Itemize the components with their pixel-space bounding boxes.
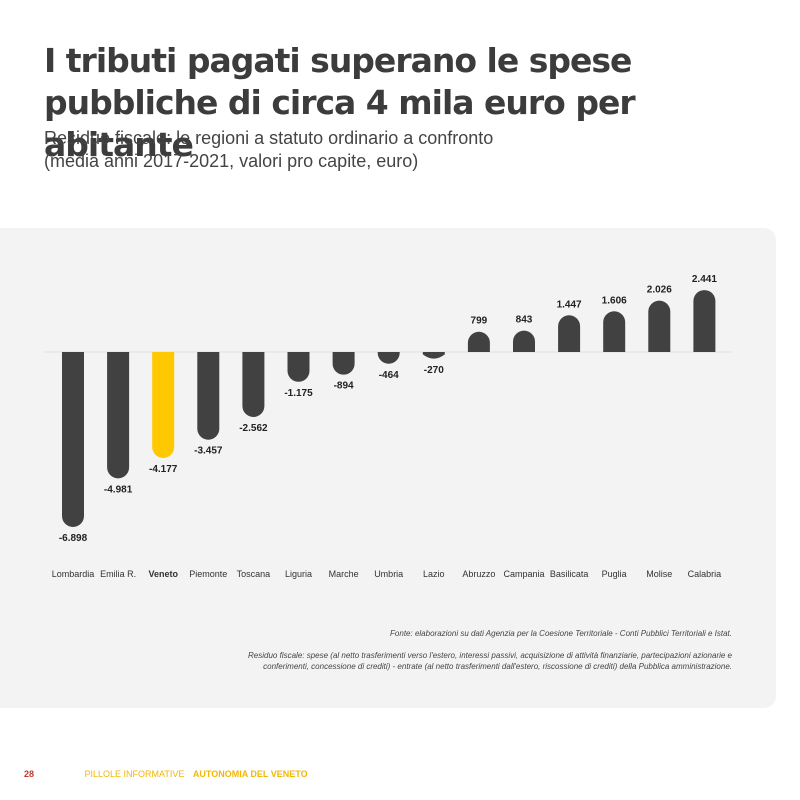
bar-puglia bbox=[603, 311, 626, 352]
chart-subtitle: Residuo fiscale: le regioni a statuto or… bbox=[44, 127, 744, 173]
category-label-molise: Molise bbox=[646, 569, 672, 579]
bar-lombardia bbox=[62, 352, 84, 527]
publication-series: PILLOLE INFORMATIVE bbox=[84, 769, 185, 779]
bar-marche bbox=[332, 352, 355, 375]
category-label-marche: Marche bbox=[329, 569, 359, 579]
category-label-veneto: Veneto bbox=[148, 569, 178, 579]
category-label-puglia: Puglia bbox=[602, 569, 627, 579]
value-label-abruzzo: 799 bbox=[471, 316, 488, 327]
page-title: I tributi pagati superano le spese pubbl… bbox=[44, 41, 636, 164]
bar-lazio bbox=[422, 352, 445, 359]
chart-panel: -6.898 Lombardia -4.981 Emilia R. -4.177 Vene… bbox=[0, 228, 776, 708]
category-label-toscana: Toscana bbox=[237, 569, 271, 579]
subtitle-line-2: (media anni 2017-2021, valori pro capite… bbox=[44, 151, 419, 171]
value-label-calabria: 2.441 bbox=[692, 274, 717, 285]
subtitle-line-1: Residuo fiscale: le regioni a statuto or… bbox=[44, 128, 494, 148]
page-footer: 28 PILLOLE INFORMATIVE AUTONOMIA DEL VEN… bbox=[24, 768, 308, 780]
value-label-basilicata: 1.447 bbox=[557, 299, 582, 310]
category-label-abruzzo: Abruzzo bbox=[462, 569, 495, 579]
bar-liguria bbox=[287, 352, 310, 382]
bar-campania bbox=[513, 330, 535, 352]
bar-calabria bbox=[693, 290, 716, 352]
value-label-molise: 2.026 bbox=[647, 285, 672, 296]
value-label-lombardia: -6.898 bbox=[59, 533, 88, 544]
value-label-emilia-r: -4.981 bbox=[104, 484, 133, 495]
value-label-puglia: 1.606 bbox=[602, 295, 627, 306]
value-label-lazio: -270 bbox=[424, 365, 444, 376]
category-label-basilicata: Basilicata bbox=[550, 569, 589, 579]
bar-basilicata bbox=[558, 315, 581, 352]
category-label-liguria: Liguria bbox=[285, 569, 312, 579]
bar-chart: -6.898 Lombardia -4.981 Emilia R. -4.177 Vene… bbox=[44, 274, 732, 579]
bar-abruzzo bbox=[467, 331, 490, 352]
page-number: 28 bbox=[24, 769, 35, 779]
category-label-piemonte: Piemonte bbox=[189, 569, 227, 579]
publication-title: AUTONOMIA DEL VENETO bbox=[192, 769, 308, 779]
category-label-emilia-r: Emilia R. bbox=[100, 569, 136, 579]
category-label-calabria: Calabria bbox=[688, 569, 722, 579]
value-label-veneto: -4.177 bbox=[149, 464, 178, 475]
bar-veneto bbox=[152, 352, 175, 458]
bar-emilia-r bbox=[107, 352, 130, 479]
value-label-campania: 843 bbox=[516, 315, 533, 326]
bar-piemonte bbox=[197, 352, 220, 440]
category-label-lazio: Lazio bbox=[423, 569, 445, 579]
value-label-marche: -894 bbox=[334, 381, 354, 392]
category-label-campania: Campania bbox=[503, 569, 544, 579]
value-label-piemonte: -3.457 bbox=[194, 446, 223, 457]
bar-umbria bbox=[377, 352, 400, 364]
category-label-umbria: Umbria bbox=[374, 569, 403, 579]
value-label-umbria: -464 bbox=[379, 370, 399, 381]
source-note: Fonte: elaborazioni su dati Agenzia per … bbox=[390, 629, 732, 638]
value-label-toscana: -2.562 bbox=[239, 423, 268, 434]
category-label-lombardia: Lombardia bbox=[52, 569, 95, 579]
bar-molise bbox=[648, 300, 671, 352]
definition-note: Residuo fiscale: spese (al netto trasfer… bbox=[248, 651, 732, 671]
value-label-liguria: -1.175 bbox=[284, 388, 313, 399]
bar-toscana bbox=[242, 352, 265, 417]
